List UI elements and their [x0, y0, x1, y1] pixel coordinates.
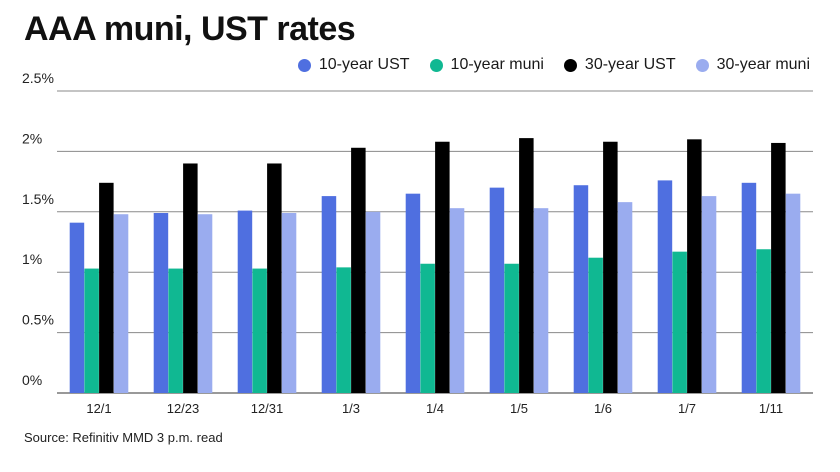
- bar-10-year-muni: [84, 268, 99, 393]
- y-tick-label: 1.5%: [22, 191, 54, 207]
- bar-30-year-ust: [687, 139, 702, 393]
- legend-label-30-year-muni: 30-year muni: [716, 56, 810, 73]
- bar-30-year-ust: [771, 142, 786, 393]
- y-tick-label: 2.5%: [22, 70, 54, 86]
- x-tick-label: 1/7: [678, 401, 696, 416]
- source-note: Source: Refinitiv MMD 3 p.m. read: [24, 430, 223, 445]
- x-tick-label: 1/5: [510, 401, 528, 416]
- bar-30-year-ust: [351, 147, 366, 393]
- legend-label-10-year-muni: 10-year muni: [450, 56, 544, 73]
- legend-swatch-10-year-muni: [429, 58, 443, 72]
- bar-chart: 0% 0.5% 1% 1.5% 2% 2.5% 12/1 12/23 12/31 1/3 1/4 1/…: [22, 70, 813, 416]
- y-tick-label: 0%: [22, 372, 42, 388]
- chart-title: AAA muni, UST rates: [24, 10, 356, 48]
- bar-10-year-ust: [405, 193, 421, 393]
- bar-30-year-ust: [183, 163, 198, 393]
- x-tick-label: 1/11: [759, 401, 783, 416]
- bar-30-year-muni: [365, 211, 381, 393]
- y-tick-label: 2%: [22, 130, 42, 146]
- bar-10-year-muni: [336, 267, 351, 393]
- y-tick-label: 1%: [22, 251, 42, 267]
- legend-label-10-year-ust: 10-year UST: [318, 56, 410, 73]
- bar-30-year-muni: [617, 202, 633, 393]
- bar-10-year-ust: [573, 185, 589, 393]
- legend-item-30-year-ust: 30-year UST: [563, 56, 676, 74]
- legend-item-10-year-muni: 10-year muni: [429, 56, 544, 74]
- bar-10-year-ust: [153, 213, 169, 393]
- x-tick-label: 1/3: [342, 401, 360, 416]
- bar-30-year-muni: [113, 214, 129, 393]
- chart-legend: 10-year UST 10-year muni 30-year UST 30-…: [297, 56, 810, 74]
- bar-10-year-muni: [672, 251, 687, 393]
- bar-10-year-ust: [237, 210, 253, 393]
- legend-swatch-30-year-muni: [695, 58, 709, 72]
- bar-30-year-ust: [267, 163, 282, 393]
- bar-30-year-ust: [519, 138, 534, 393]
- x-tick-label: 1/6: [594, 401, 612, 416]
- x-tick-label: 12/23: [167, 401, 200, 416]
- bar-30-year-muni: [533, 208, 549, 393]
- bar-10-year-ust: [321, 196, 337, 393]
- legend-item-30-year-muni: 30-year muni: [695, 56, 810, 74]
- bar-10-year-muni: [420, 263, 435, 393]
- legend-swatch-30-year-ust: [563, 58, 577, 72]
- bar-30-year-ust: [99, 182, 114, 393]
- bar-10-year-muni: [168, 268, 183, 393]
- bar-10-year-ust: [741, 182, 757, 393]
- legend-swatch-10-year-ust: [297, 58, 311, 72]
- bar-30-year-muni: [785, 193, 801, 393]
- bar-30-year-muni: [449, 208, 465, 393]
- legend-label-30-year-ust: 30-year UST: [584, 56, 676, 73]
- bar-10-year-ust: [489, 187, 505, 393]
- bar-30-year-ust: [435, 141, 450, 393]
- bar-30-year-muni: [281, 213, 297, 393]
- bar-10-year-ust: [657, 180, 673, 393]
- x-tick-label: 12/31: [251, 401, 284, 416]
- bar-10-year-ust: [69, 222, 85, 393]
- bar-10-year-muni: [756, 249, 771, 393]
- x-tick-label: 1/4: [426, 401, 444, 416]
- legend-item-10-year-ust: 10-year UST: [297, 56, 410, 74]
- bar-30-year-muni: [701, 196, 717, 393]
- bar-30-year-ust: [603, 141, 618, 393]
- bar-10-year-muni: [252, 268, 267, 393]
- y-tick-label: 0.5%: [22, 312, 54, 328]
- x-tick-label: 12/1: [86, 401, 111, 416]
- bar-30-year-muni: [197, 214, 213, 393]
- bar-10-year-muni: [588, 257, 603, 393]
- bar-10-year-muni: [504, 263, 519, 393]
